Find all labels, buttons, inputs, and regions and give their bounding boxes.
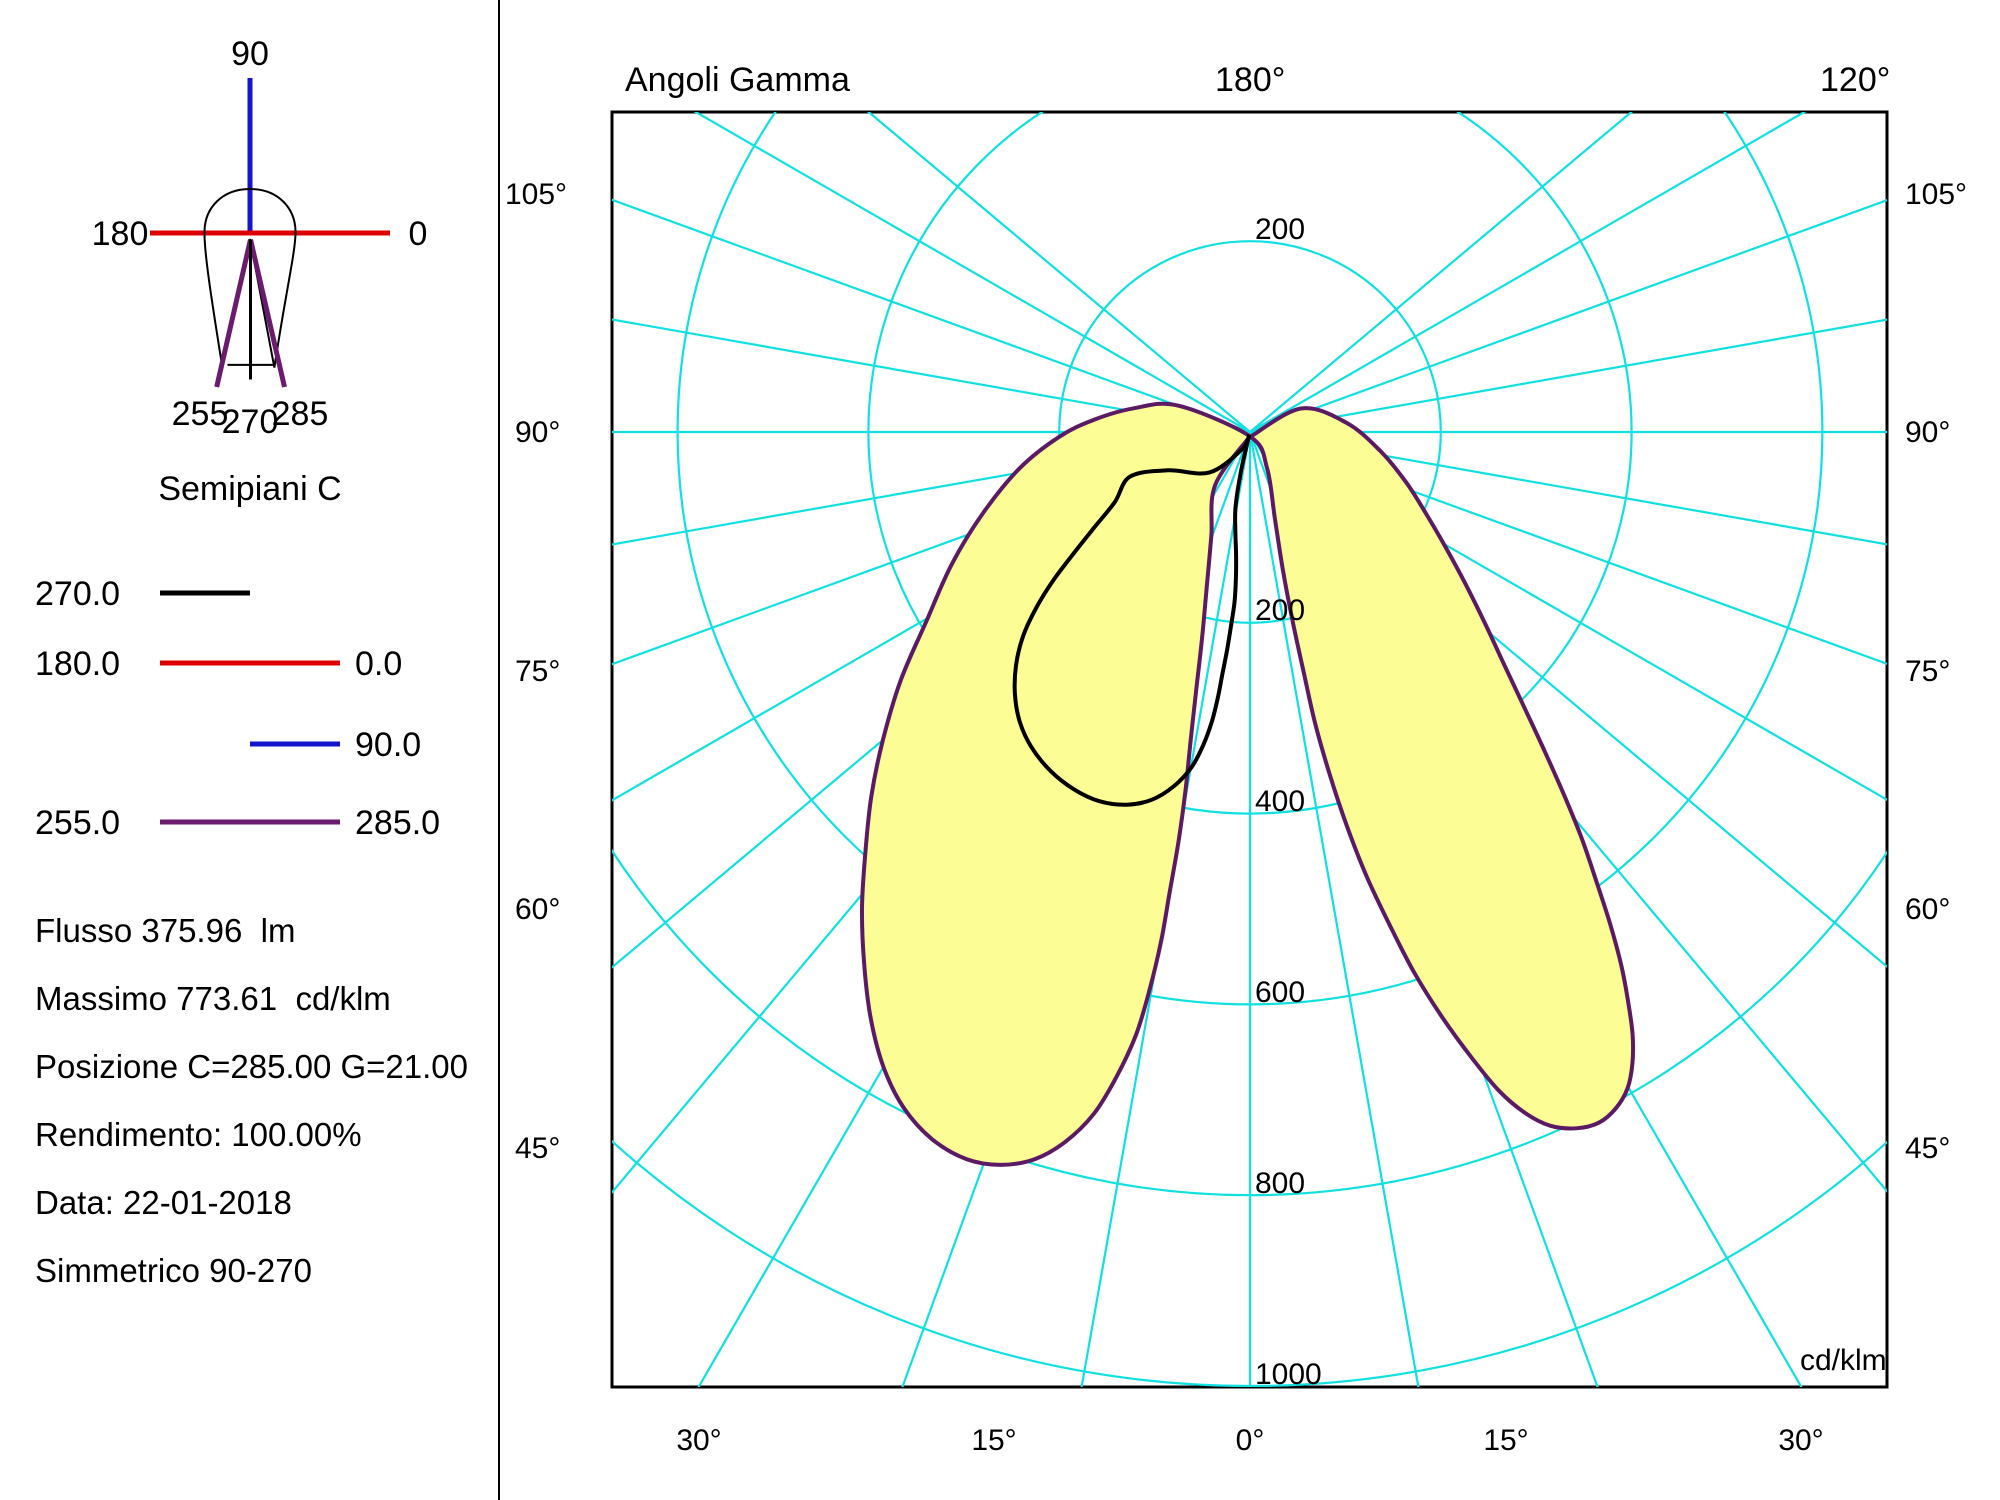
svg-text:Flusso 375.96 lm: Flusso 375.96 lm bbox=[35, 912, 295, 949]
svg-text:Data: 22-01-2018: Data: 22-01-2018 bbox=[35, 1184, 292, 1221]
svg-text:105°: 105° bbox=[1905, 178, 1967, 211]
svg-text:200: 200 bbox=[1255, 213, 1305, 246]
svg-text:Semipiani C: Semipiani C bbox=[158, 470, 341, 508]
svg-text:105°: 105° bbox=[505, 178, 567, 211]
svg-text:Simmetrico 90-270: Simmetrico 90-270 bbox=[35, 1252, 312, 1289]
svg-text:255: 255 bbox=[172, 395, 229, 433]
svg-text:285.0: 285.0 bbox=[355, 804, 440, 842]
svg-text:0.0: 0.0 bbox=[355, 645, 402, 683]
svg-text:180: 180 bbox=[92, 215, 149, 253]
svg-text:cd/klm: cd/klm bbox=[1800, 1344, 1887, 1377]
svg-text:90: 90 bbox=[231, 35, 269, 73]
svg-text:90°: 90° bbox=[515, 416, 560, 449]
svg-text:180.0: 180.0 bbox=[35, 645, 120, 683]
svg-text:75°: 75° bbox=[1905, 655, 1950, 688]
svg-text:120°: 120° bbox=[1820, 61, 1890, 99]
svg-text:1000: 1000 bbox=[1255, 1358, 1322, 1391]
svg-text:255.0: 255.0 bbox=[35, 804, 120, 842]
svg-text:200: 200 bbox=[1255, 594, 1305, 627]
svg-text:30°: 30° bbox=[1778, 1424, 1823, 1457]
svg-text:Massimo 773.61 cd/klm: Massimo 773.61 cd/klm bbox=[35, 980, 391, 1017]
svg-text:Posizione C=285.00 G=21.00: Posizione C=285.00 G=21.00 bbox=[35, 1048, 468, 1085]
svg-text:0: 0 bbox=[409, 215, 428, 253]
svg-text:Angoli Gamma: Angoli Gamma bbox=[625, 61, 850, 99]
svg-text:0°: 0° bbox=[1236, 1424, 1265, 1457]
svg-text:800: 800 bbox=[1255, 1167, 1305, 1200]
svg-text:Rendimento: 100.00%: Rendimento: 100.00% bbox=[35, 1116, 362, 1153]
svg-text:30°: 30° bbox=[676, 1424, 721, 1457]
svg-text:60°: 60° bbox=[515, 893, 560, 926]
svg-text:60°: 60° bbox=[1905, 893, 1950, 926]
svg-text:90°: 90° bbox=[1905, 416, 1950, 449]
svg-text:400: 400 bbox=[1255, 785, 1305, 818]
svg-text:600: 600 bbox=[1255, 976, 1305, 1009]
svg-text:285: 285 bbox=[272, 395, 329, 433]
svg-text:15°: 15° bbox=[971, 1424, 1016, 1457]
svg-text:90.0: 90.0 bbox=[355, 726, 421, 764]
svg-text:45°: 45° bbox=[515, 1132, 560, 1165]
svg-text:270.0: 270.0 bbox=[35, 575, 120, 613]
svg-text:75°: 75° bbox=[515, 655, 560, 688]
svg-text:45°: 45° bbox=[1905, 1132, 1950, 1165]
svg-text:270: 270 bbox=[222, 403, 279, 441]
svg-text:15°: 15° bbox=[1483, 1424, 1528, 1457]
svg-text:180°: 180° bbox=[1215, 61, 1285, 99]
